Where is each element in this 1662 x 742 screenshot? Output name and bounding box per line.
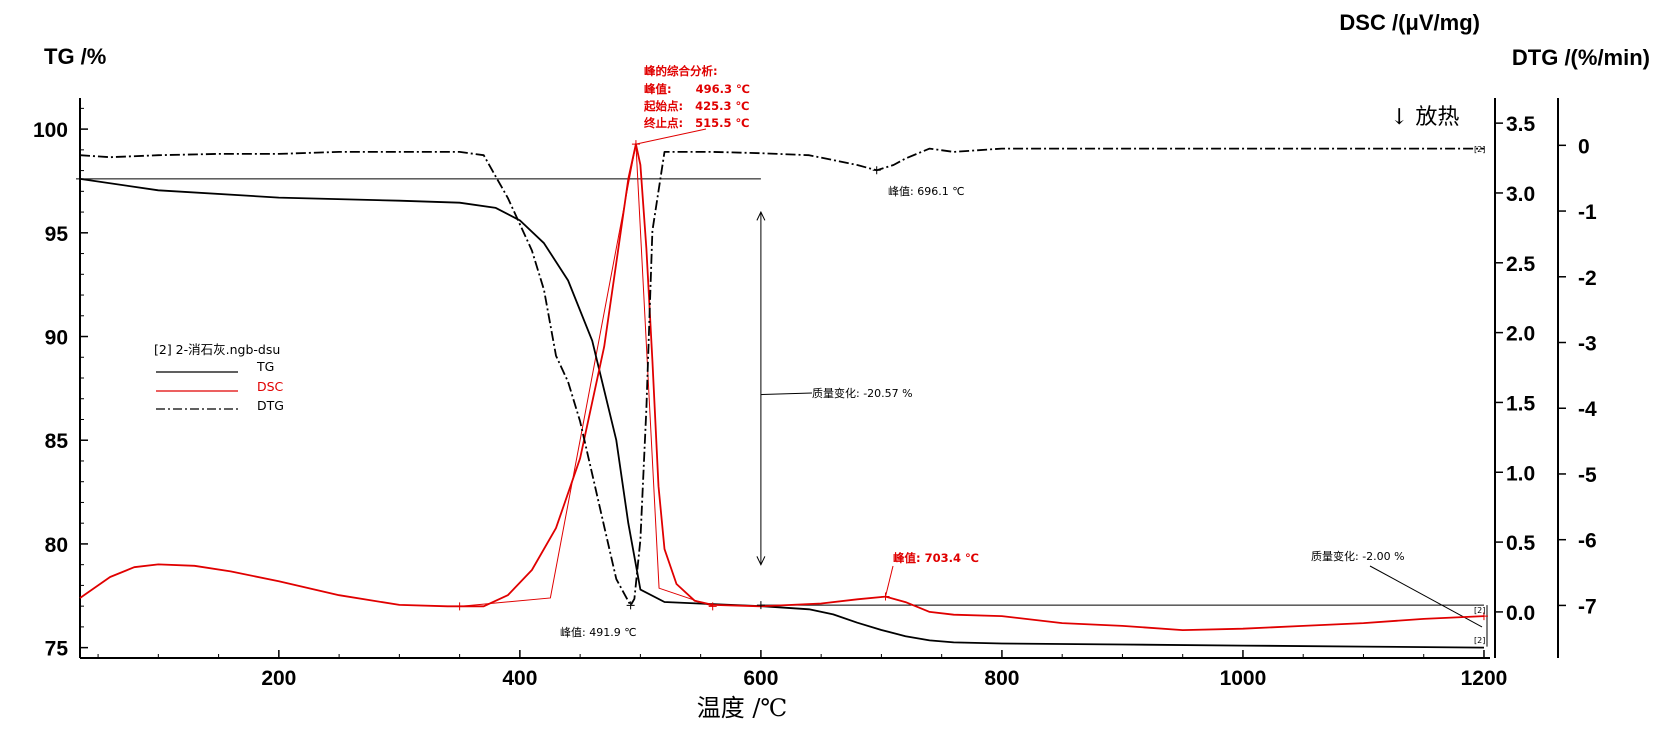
dtg-peak1-marker [626, 601, 635, 610]
dtg-tick-label: -1 [1578, 201, 1597, 224]
x-tick-label: 600 [743, 667, 778, 690]
legend-title: [2] 2-消石灰.ngb-dsu [154, 342, 280, 357]
dsc-peak2-leader [885, 565, 894, 597]
dsc-tick-label: 1.5 [1506, 392, 1536, 415]
dtg-tick-label: 0 [1578, 135, 1590, 158]
x-tick-label: 200 [261, 667, 296, 690]
mass-change-1-leader [760, 392, 813, 396]
dtg-tick-label: -7 [1578, 595, 1597, 618]
dsc-peak-marker [631, 140, 640, 149]
dsc-peak2-marker [881, 592, 890, 601]
dtg-axis-title: DTG /(%/min) [1512, 45, 1650, 70]
dtg-peak2-marker [872, 166, 881, 175]
tg-tick-label: 95 [45, 223, 69, 246]
dtg-peak1-label: 峰值: 491.9 ℃ [560, 626, 637, 639]
dsc-peak-leader [635, 128, 707, 145]
dsc-tick-label: 1.0 [1506, 462, 1535, 485]
dsc-end-marker [1479, 612, 1488, 621]
dsc-tick-label: 0.5 [1506, 532, 1536, 555]
tg-tick-label: 90 [45, 327, 68, 350]
legend-dsc-label: DSC [257, 379, 284, 394]
dsc-peak-onset: 起始点: 425.3 ℃ [643, 99, 749, 113]
dsc-peak2-label: 峰值: 703.4 ℃ [893, 551, 979, 565]
x-axis-title: 温度 /℃ [697, 694, 788, 722]
x-tick-label: 1000 [1220, 667, 1267, 690]
series-tg-line [79, 178, 1485, 649]
dsc-end-marker: [2] [1474, 606, 1485, 615]
tg-tick-label: 85 [45, 430, 69, 453]
tg-start-marker [76, 174, 84, 183]
mass-change-1-arrowheads [756, 210, 766, 566]
legend: [2] 2-消石灰.ngb-dsu TG DSC DTG [154, 342, 284, 413]
x-tick-label: 1200 [1461, 667, 1508, 690]
exotherm-note: ↓ 放热 [1390, 105, 1459, 130]
x-tick-label: 400 [502, 667, 537, 690]
dsc-tick-label: 2.0 [1506, 323, 1535, 346]
mass-change-1-label: 质量变化: -20.57 % [812, 386, 913, 400]
tg-mid-marker [756, 601, 765, 610]
dsc-tick-label: 3.5 [1506, 113, 1536, 136]
dsc-peak-analysis-title: 峰的综合分析: [644, 64, 718, 78]
dsc-peak-value: 峰值: 496.3 ℃ [644, 82, 750, 96]
tg-tick-label: 100 [33, 119, 68, 142]
x-tick-label: 800 [984, 667, 1019, 690]
tg-tick-label: 75 [45, 638, 69, 661]
dsc-tick-label: 0.0 [1506, 602, 1535, 625]
dtg-tick-label: -4 [1578, 398, 1597, 421]
series-dsc-line [79, 143, 1485, 631]
dtg-tick-label: -6 [1578, 530, 1597, 553]
dtg-tick-label: -5 [1578, 464, 1597, 487]
dtg-tick-label: -2 [1578, 267, 1597, 290]
legend-tg-label: TG [256, 359, 274, 374]
series-dtg-line [79, 147, 1484, 607]
mass-change-2-label: 质量变化: -2.00 % [1311, 549, 1405, 563]
legend-dtg-label: DTG [257, 398, 284, 413]
dsc-tick-label: 3.0 [1506, 183, 1535, 206]
dsc-onset-base-marker [455, 602, 464, 611]
tg-axis-title: TG /% [44, 44, 106, 69]
dsc-tick-label: 2.5 [1506, 253, 1536, 276]
tg-tick-label: 80 [45, 534, 68, 557]
tg-end-marker: [2] [1474, 636, 1485, 645]
dsc-end-base-marker [708, 602, 717, 611]
dsc-peak-end: 终止点: 515.5 ℃ [644, 116, 749, 130]
dtg-tick-label: -3 [1578, 333, 1597, 356]
dtg-peak2-label: 峰值: 696.1 ℃ [888, 185, 965, 198]
dsc-axis-title: DSC /(μV/mg) [1339, 10, 1480, 35]
dtg-end-marker: [2] [1474, 145, 1485, 154]
dsc-tangent-construction [459, 143, 713, 607]
